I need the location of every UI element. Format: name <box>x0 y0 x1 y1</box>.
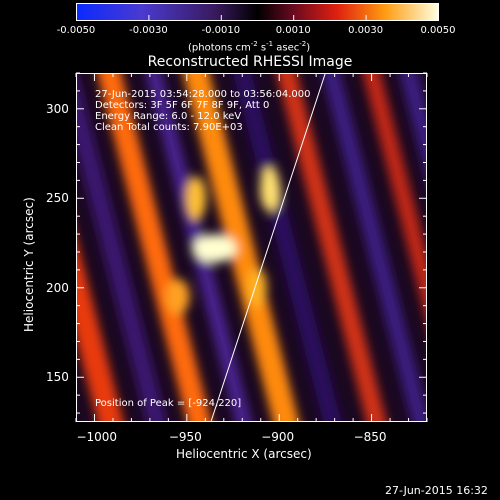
colorbar-tick-label: -0.0010 <box>201 25 241 36</box>
image-peak-region <box>259 167 280 212</box>
info-block: 27-Jun-2015 03:54:28.000 to 03:56:04.000… <box>95 89 311 133</box>
image-band <box>76 237 124 422</box>
info-line: 27-Jun-2015 03:54:28.000 to 03:56:04.000 <box>95 89 311 100</box>
x-tick-label: −900 <box>261 430 295 444</box>
x-tick-label: −950 <box>168 430 202 444</box>
image-band <box>76 73 167 422</box>
y-tick-label: 150 <box>46 370 69 385</box>
plot-title: Reconstructed RHESSI Image <box>147 54 353 70</box>
units-sup: -2 <box>250 40 258 48</box>
units-part: ) <box>306 42 311 54</box>
colorbar-tick-label: -0.0050 <box>56 25 96 36</box>
plot-frame <box>76 73 427 422</box>
image-band <box>97 73 212 422</box>
image-band <box>399 73 427 180</box>
units-part: (photons cm <box>188 42 251 54</box>
units-sup: -2 <box>299 40 307 48</box>
units-part: asec <box>273 42 300 54</box>
info-line: Detectors: 3F 5F 6F 7F 8F 9F, Att 0 <box>95 100 270 111</box>
y-tick-label: 250 <box>46 191 69 206</box>
colorbar-tick-label: 0.0030 <box>348 25 384 36</box>
solar-limb-line <box>210 73 326 422</box>
colorbar <box>76 3 439 21</box>
x-tick-label: −850 <box>353 430 387 444</box>
image-peak-region <box>165 278 190 315</box>
x-axis-label: Heliocentric X (arcsec) <box>176 447 312 461</box>
image-band <box>276 73 387 422</box>
x-tick-label: −1000 <box>76 430 118 444</box>
colorbar-tick-label: 0.0010 <box>275 25 311 36</box>
colorbar-gradient <box>76 3 439 21</box>
y-axis-label: Heliocentric Y (arcsec) <box>22 197 36 332</box>
timestamp: 27-Jun-2015 16:32 <box>385 484 488 497</box>
info-line: Clean Total counts: 7.90E+03 <box>95 122 243 133</box>
info-line: Energy Range: 6.0 - 12.0 keV <box>95 111 242 122</box>
colorbar-tick-label: 0.0050 <box>420 25 456 36</box>
peak-label: Position of Peak = [-924,220] <box>95 398 242 409</box>
image-band <box>321 73 427 422</box>
image-band <box>183 73 300 422</box>
units-part: s <box>257 42 267 54</box>
y-tick-label: 300 <box>46 101 69 116</box>
units-sup: -1 <box>266 40 274 48</box>
image-peak-region <box>186 176 207 221</box>
image-peak-region <box>192 234 237 263</box>
colorbar-units: (photons cm-2 s-1 asec-2) <box>188 40 310 53</box>
colorbar-tick-label: -0.0030 <box>129 25 168 36</box>
y-tick-label: 200 <box>46 280 69 295</box>
image-band <box>233 73 342 422</box>
